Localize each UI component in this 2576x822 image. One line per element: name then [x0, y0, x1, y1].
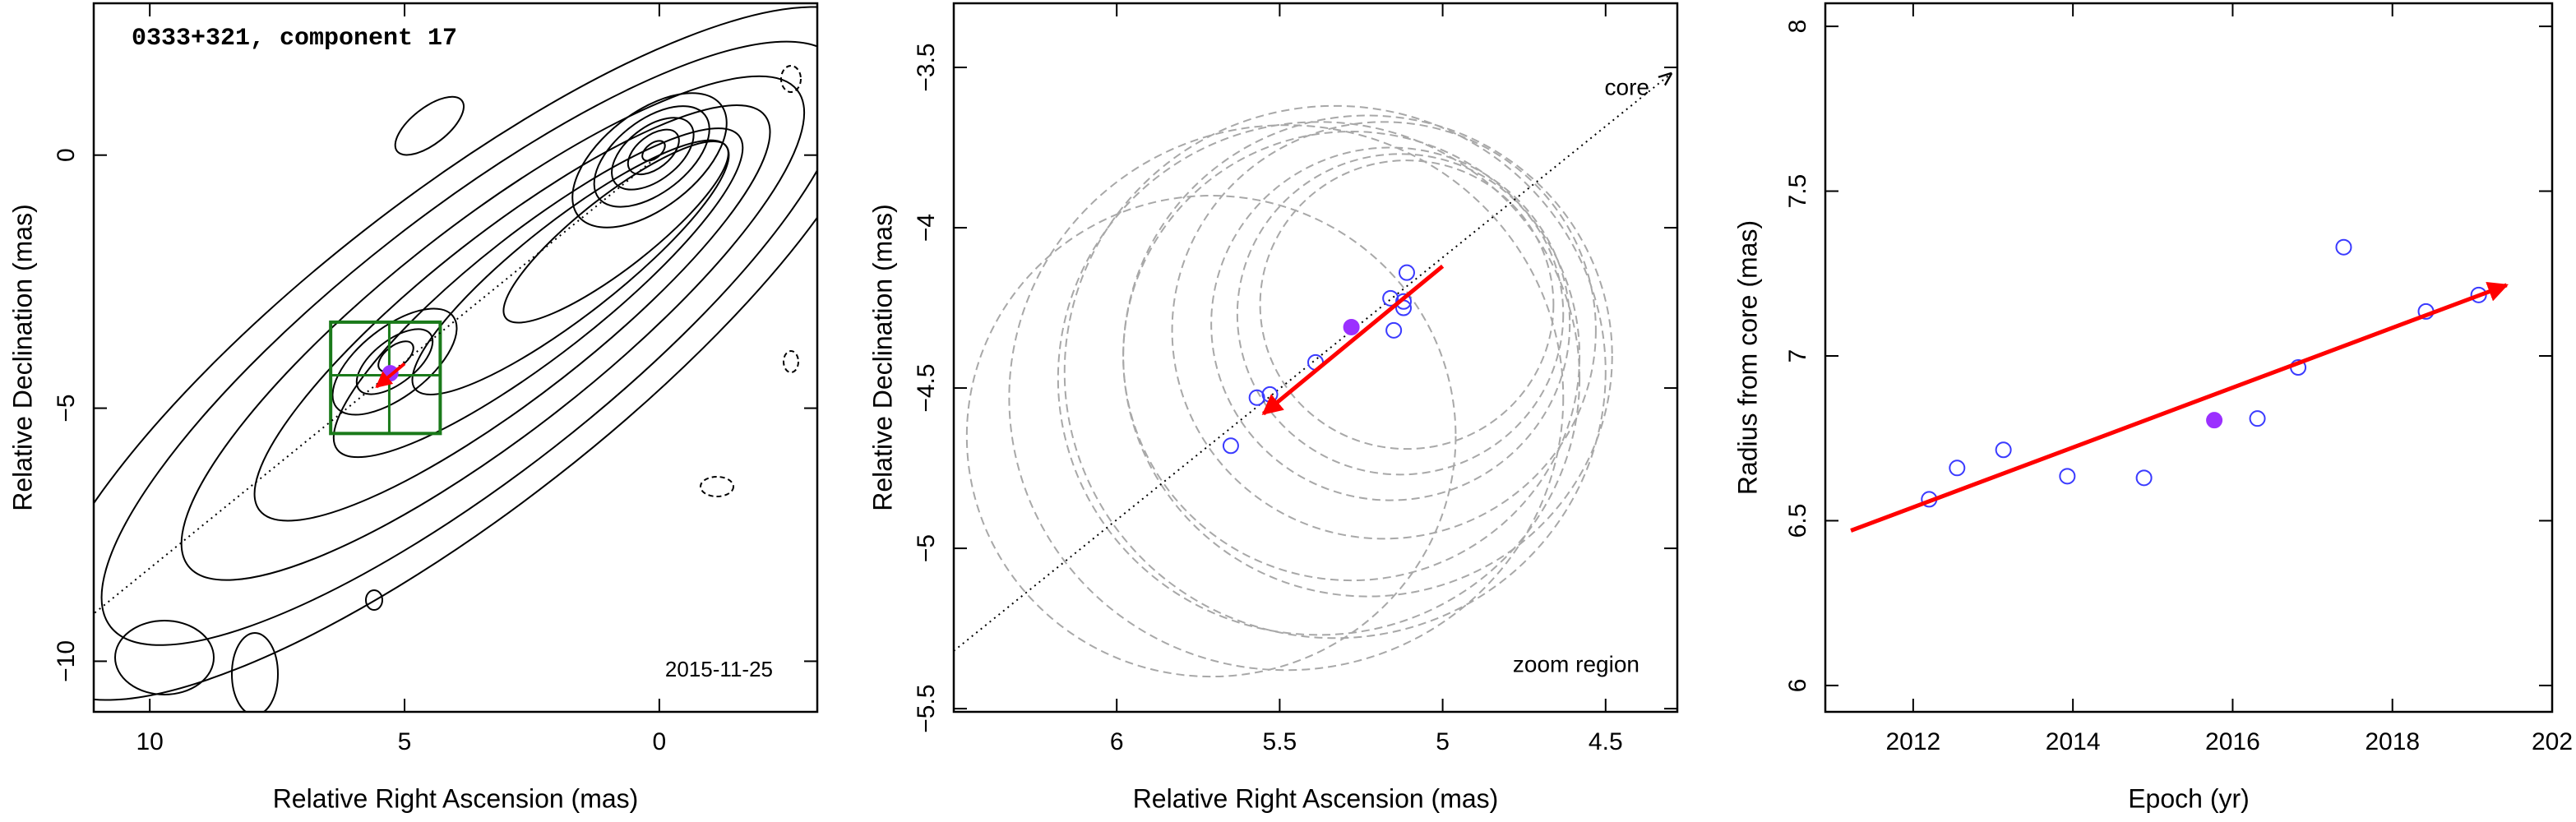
x-tick-label: 202: [2532, 728, 2573, 755]
y-tick-label: −4: [913, 214, 940, 242]
y-tick-label: −3.5: [913, 43, 940, 91]
component-position: [1261, 386, 1279, 403]
y-axis-label: Radius from core (mas): [1732, 220, 1762, 495]
contour: [571, 92, 728, 229]
contour: [231, 632, 279, 712]
motion-vector: [375, 362, 406, 389]
negative-contour: [700, 476, 734, 497]
epoch-annotation: 2015-11-25: [665, 657, 773, 681]
y-tick-label: 6: [1784, 679, 1811, 693]
core-label: core: [1605, 74, 1649, 99]
component-position: [1395, 293, 1413, 310]
x-tick-label: 5.5: [1263, 728, 1297, 755]
component-position: [2335, 238, 2352, 256]
y-tick-label: −4.5: [913, 363, 940, 412]
y-tick-label: −5: [53, 394, 80, 422]
contours: [94, 6, 817, 712]
beam-circle: [1063, 104, 1607, 640]
x-tick-label: 4.5: [1589, 728, 1623, 755]
x-axis-label: Relative Right Ascension (mas): [1133, 783, 1499, 813]
contour-panel: [94, 6, 817, 712]
plot-frame: [1824, 2, 2554, 713]
core-direction: [954, 74, 1671, 652]
x-tick-label: 2014: [2046, 728, 2101, 755]
y-tick-label: 8: [1784, 20, 1811, 34]
component-position: [2249, 410, 2266, 427]
y-axis-label: Relative Declination (mas): [867, 204, 897, 510]
contour: [332, 127, 744, 459]
component-position: [1398, 264, 1415, 281]
y-tick-label: −10: [53, 640, 80, 682]
x-tick-label: 2016: [2205, 728, 2260, 755]
beam-circle: [1210, 146, 1571, 501]
component-position: [1995, 441, 2012, 459]
beam-circle: [1122, 131, 1581, 582]
y-tick-label: −5: [913, 534, 940, 562]
x-tick-label: 2012: [1885, 728, 1940, 755]
contour: [180, 75, 806, 581]
contour: [641, 140, 666, 162]
y-axis-label: Relative Declination (mas): [7, 204, 37, 510]
beam-circle: [1236, 153, 1565, 476]
plot-frame: [952, 2, 1679, 713]
beam-circle: [965, 195, 1457, 678]
x-axis-label: Relative Right Ascension (mas): [273, 783, 639, 813]
x-tick-label: 5: [398, 728, 412, 755]
x-axis-label: Epoch (yr): [2128, 783, 2250, 813]
component-position: [2059, 468, 2076, 485]
contour: [593, 105, 710, 208]
component-position: [1222, 437, 1239, 455]
plot-frame: [92, 2, 819, 713]
x-tick-label: 0: [653, 728, 667, 755]
contour: [114, 620, 215, 695]
beam-circle: [1171, 121, 1597, 540]
contour: [355, 328, 434, 395]
beam-circle: [1259, 159, 1555, 450]
contour: [611, 117, 695, 191]
negative-contour: [783, 350, 799, 373]
y-tick-label: 6.5: [1784, 504, 1811, 538]
contour: [100, 40, 817, 646]
current-epoch: [2206, 412, 2223, 429]
contour: [365, 589, 383, 611]
y-tick-label: 7.5: [1784, 174, 1811, 209]
contour: [253, 104, 771, 522]
contour: [394, 95, 465, 156]
radius-panel: [1850, 238, 2509, 533]
motion-vector: [1261, 264, 1445, 416]
x-tick-label: 5: [1436, 728, 1450, 755]
contour: [331, 307, 458, 416]
component-position: [1382, 289, 1399, 307]
component-position: [1385, 321, 1403, 339]
beam-circle: [1008, 124, 1565, 672]
core-direction: [94, 154, 660, 615]
contour: [502, 140, 729, 324]
component-position: [1949, 459, 1966, 477]
x-tick-label: 2018: [2365, 728, 2420, 755]
negative-contour: [780, 65, 802, 93]
y-tick-label: −5.5: [913, 684, 940, 732]
current-epoch: [1343, 318, 1360, 335]
y-tick-label: 0: [53, 148, 80, 162]
panel-title: 0333+321, component 17: [132, 25, 457, 53]
zoom-box: [329, 320, 442, 436]
fit-line: [1850, 281, 2509, 533]
contour: [94, 6, 817, 701]
y-tick-label: 7: [1784, 349, 1811, 363]
beam-circle: [1057, 121, 1581, 636]
axes: 10 5 0 0 −5 −10 Relative Right Ascension (mas)…: [7, 2, 2573, 813]
x-tick-label: 6: [1110, 728, 1124, 755]
zoom-region-label: zoom region: [1513, 651, 1639, 677]
component-position: [2135, 469, 2153, 487]
zoom-panel: [954, 74, 1671, 678]
contour: [627, 128, 680, 176]
x-tick-label: 10: [136, 728, 163, 755]
